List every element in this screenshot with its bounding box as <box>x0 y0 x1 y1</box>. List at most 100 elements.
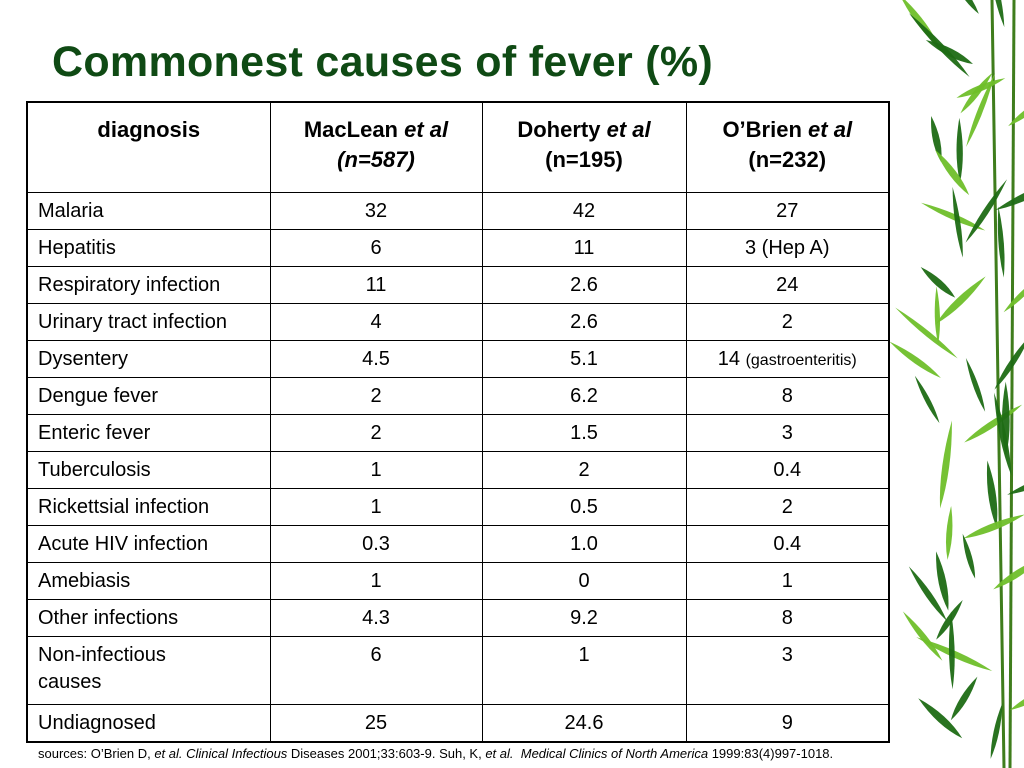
doherty-cell-value: 6.2 <box>570 384 598 407</box>
doherty-cell: 2 <box>481 451 687 489</box>
doherty-cell: 2.6 <box>481 266 687 304</box>
diagnosis-cell-value: Amebiasis <box>38 569 131 592</box>
maclean-cell: 4 <box>269 303 483 341</box>
header-diagnosis: diagnosis <box>26 101 271 193</box>
diagnosis-cell-value: Enteric fever <box>38 421 151 444</box>
sources-etal: et al. <box>154 746 183 761</box>
doherty-cell: 2.6 <box>481 303 687 341</box>
doherty-cell: 9.2 <box>481 599 687 637</box>
doherty-cell-value: 2 <box>578 458 590 481</box>
diagnosis-cell: Rickettsial infection <box>26 488 271 526</box>
obrien-cell-value: 27 <box>776 199 799 222</box>
diagnosis-cell: Malaria <box>26 192 271 230</box>
obrien-cell: 3 <box>685 414 890 452</box>
diagnosis-cell: Other infections <box>26 599 271 637</box>
table-row: Hepatitis 6 11 3 (Hep A) <box>26 229 890 267</box>
maclean-cell-value: 32 <box>364 199 388 222</box>
maclean-cell-value: 11 <box>365 273 387 296</box>
diagnosis-cell: Enteric fever <box>26 414 271 452</box>
header-n: (n=195) <box>545 147 623 172</box>
obrien-cell: 9 <box>685 704 890 743</box>
table-row: Rickettsial infection 1 0.5 2 <box>26 488 890 526</box>
doherty-cell-value: 0 <box>578 569 590 592</box>
doherty-cell-value: 42 <box>572 199 596 222</box>
header-maclean: MacLean et al (n=587) <box>269 101 483 193</box>
obrien-cell: 2 <box>685 488 890 526</box>
header-label: O’Brien <box>722 117 802 142</box>
sources-footnote: sources: O’Brien D, et al. Clinical Infe… <box>38 746 833 761</box>
maclean-cell-value: 4.5 <box>362 347 390 370</box>
maclean-cell-value: 2 <box>370 421 382 444</box>
diagnosis-cell-value: Respiratory infection <box>38 273 221 296</box>
maclean-cell: 1 <box>269 562 483 600</box>
header-etal: et al <box>808 117 853 142</box>
doherty-cell: 0.5 <box>481 488 687 526</box>
header-etal: et al <box>404 117 449 142</box>
obrien-cell-value: 14 <box>717 347 741 370</box>
obrien-cell-value: 3 <box>781 644 793 666</box>
header-etal: et al <box>606 117 651 142</box>
diagnosis-cell: Tuberculosis <box>26 451 271 489</box>
maclean-cell: 1 <box>269 488 483 526</box>
obrien-cell: 3 (Hep A) <box>685 229 890 267</box>
doherty-cell-value: 2.6 <box>570 273 598 296</box>
maclean-cell-value: 1 <box>370 495 382 518</box>
obrien-cell: 14 (gastroenteritis) <box>685 340 890 378</box>
obrien-cell: 24 <box>685 266 890 304</box>
doherty-cell: 1.0 <box>481 525 687 563</box>
maclean-cell-value: 0.3 <box>362 532 390 555</box>
maclean-cell-value: 1 <box>370 458 382 481</box>
table-row: Urinary tract infection 4 2.6 2 <box>26 303 890 341</box>
obrien-cell: 0.4 <box>685 451 890 489</box>
doherty-cell: 0 <box>481 562 687 600</box>
obrien-cell: 1 <box>685 562 890 600</box>
header-label: MacLean <box>303 117 398 142</box>
doherty-cell: 11 <box>481 229 687 267</box>
table-row: Acute HIV infection 0.3 1.0 0.4 <box>26 525 890 563</box>
doherty-cell-value: 5.1 <box>570 347 598 370</box>
maclean-cell-value: 25 <box>364 711 388 734</box>
maclean-cell: 25 <box>269 704 483 743</box>
diagnosis-cell: Dysentery <box>26 340 271 378</box>
obrien-cell-value: 0.4 <box>773 532 802 555</box>
obrien-cell-value: 8 <box>781 384 793 407</box>
table-row: Amebiasis 1 0 1 <box>26 562 890 600</box>
diagnosis-cell-value: Hepatitis <box>38 236 116 259</box>
header-obrien: O’Brien et al (n=232) <box>685 101 890 193</box>
fever-causes-table: diagnosis MacLean et al (n=587) Doherty … <box>26 101 890 743</box>
sources-text: sources: O’Brien D, <box>38 746 155 761</box>
doherty-cell: 1.5 <box>481 414 687 452</box>
obrien-cell-value: 2 <box>781 310 793 333</box>
obrien-cell: 8 <box>685 377 890 415</box>
maclean-cell-value: 1 <box>370 569 382 592</box>
obrien-cell-value: 3 <box>781 421 793 444</box>
maclean-cell: 0.3 <box>269 525 483 563</box>
diagnosis-cell-value: Dysentery <box>38 347 129 370</box>
obrien-cell-value: 8 <box>781 606 793 629</box>
obrien-cell: 27 <box>685 192 890 230</box>
diagnosis-cell-value: Urinary tract infection <box>38 310 227 333</box>
obrien-cell: 2 <box>685 303 890 341</box>
maclean-cell: 6 <box>269 229 483 267</box>
table-row: Enteric fever 2 1.5 3 <box>26 414 890 452</box>
doherty-cell-value: 2.6 <box>570 310 598 333</box>
doherty-cell-value: 24.6 <box>564 711 604 734</box>
obrien-cell: 8 <box>685 599 890 637</box>
table-row: Tuberculosis 1 2 0.4 <box>26 451 890 489</box>
maclean-cell: 2 <box>269 377 483 415</box>
header-doherty: Doherty et al (n=195) <box>481 101 687 193</box>
table-row: Non-infectious causes 6 1 3 <box>26 636 890 705</box>
page-title: Commonest causes of fever (%) <box>52 38 714 86</box>
obrien-cell-value: 24 <box>776 273 799 296</box>
obrien-cell-value: 3 (Hep A) <box>745 236 830 259</box>
diagnosis-cell: Amebiasis <box>26 562 271 600</box>
diagnosis-cell: Non-infectious causes <box>26 636 271 705</box>
doherty-cell-value: 1 <box>578 644 590 666</box>
maclean-cell: 4.3 <box>269 599 483 637</box>
doherty-cell: 6.2 <box>481 377 687 415</box>
doherty-cell-value: 0.5 <box>570 495 598 518</box>
obrien-cell: 3 <box>685 636 890 705</box>
table-row: Respiratory infection 11 2.6 24 <box>26 266 890 304</box>
maclean-cell-value: 2 <box>370 384 382 407</box>
diagnosis-cell-value: Non-infectious causes <box>38 644 166 693</box>
